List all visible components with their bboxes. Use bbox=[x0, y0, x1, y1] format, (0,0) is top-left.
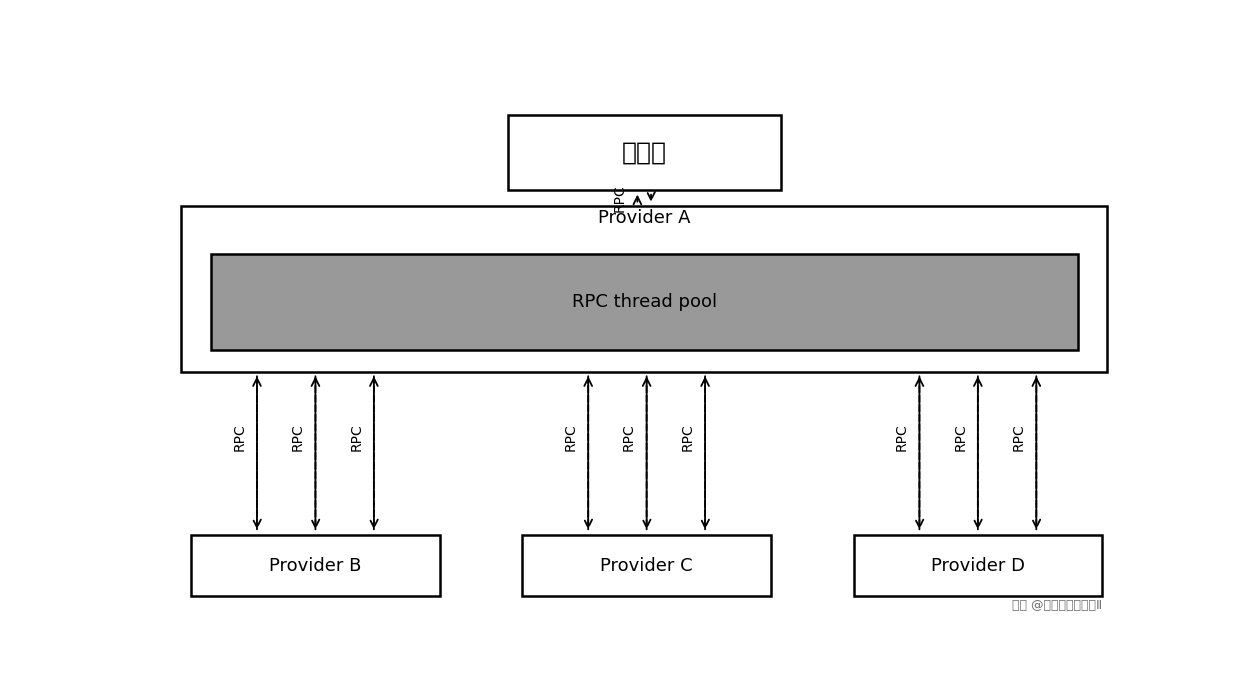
Text: Provider C: Provider C bbox=[601, 557, 693, 575]
Bar bbox=[523, 535, 771, 596]
Bar bbox=[211, 254, 1077, 350]
Text: RPC: RPC bbox=[290, 423, 305, 451]
Text: RPC: RPC bbox=[953, 423, 968, 451]
Text: RPC: RPC bbox=[895, 423, 909, 451]
Text: Provider B: Provider B bbox=[269, 557, 362, 575]
Bar bbox=[508, 115, 781, 190]
Bar bbox=[181, 206, 1107, 372]
Text: 客户端: 客户端 bbox=[622, 141, 666, 164]
Bar bbox=[191, 535, 440, 596]
Text: RPC: RPC bbox=[613, 185, 627, 212]
Text: Provider D: Provider D bbox=[931, 557, 1024, 575]
Text: Provider A: Provider A bbox=[598, 209, 690, 227]
Text: RPC: RPC bbox=[349, 423, 363, 451]
Text: RPC: RPC bbox=[233, 423, 246, 451]
Text: RPC: RPC bbox=[622, 423, 636, 451]
Text: RPC thread pool: RPC thread pool bbox=[572, 294, 716, 312]
Text: RPC: RPC bbox=[563, 423, 578, 451]
Bar bbox=[854, 535, 1102, 596]
Text: RPC: RPC bbox=[1012, 423, 1026, 451]
Text: RPC: RPC bbox=[680, 423, 695, 451]
Text: 头条 @程序员高级码农Ⅱ: 头条 @程序员高级码农Ⅱ bbox=[1012, 600, 1102, 612]
